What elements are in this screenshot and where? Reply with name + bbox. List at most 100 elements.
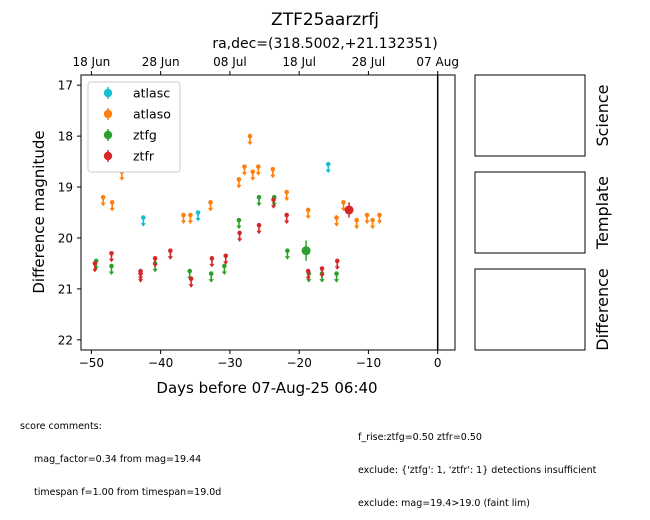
upper-limit-point	[168, 248, 173, 253]
upper-limit-arrow	[364, 220, 370, 225]
upper-limit-arrow	[284, 220, 290, 225]
upper-limit-arrow	[236, 184, 242, 189]
upper-limit-point	[256, 222, 262, 228]
legend-marker	[103, 109, 113, 119]
upper-limit-point	[341, 200, 346, 205]
series-ztfr	[92, 197, 354, 288]
legend-label: atlasc	[133, 86, 170, 101]
upper-limit-point	[222, 263, 227, 269]
upper-limit-arrow	[108, 271, 115, 275]
upper-limit-arrow	[241, 172, 248, 176]
legend: atlasc atlaso ztfg ztfr	[87, 81, 181, 173]
x-tick-label: −50	[79, 356, 104, 370]
series-atlaso	[100, 133, 383, 230]
upper-limit-arrow	[187, 220, 194, 225]
upper-limit-point	[100, 194, 106, 200]
detection-point	[301, 246, 311, 256]
chart-figure: ZTF25aarzrfj ra,dec=(318.5002,+21.132351…	[30, 10, 612, 397]
upper-limit-point	[138, 271, 143, 276]
upper-limit-point	[285, 248, 290, 253]
upper-limit-arrow	[207, 207, 214, 212]
score-comments-header: score comments:	[20, 421, 102, 432]
upper-limit-arrow	[209, 263, 215, 268]
upper-limit-arrow	[325, 169, 331, 174]
upper-limit-point	[188, 212, 193, 218]
upper-limit-arrow	[237, 238, 243, 242]
upper-limit-point	[325, 161, 331, 167]
upper-limit-point	[271, 197, 276, 203]
y-tick-label: 22	[58, 333, 73, 347]
x-tick-label: −20	[287, 356, 312, 370]
plot-area: −50 −40 −30 −20 −10 0 17 18 19 20 21 22 18 Jun 28 Jun…	[58, 55, 459, 370]
upper-limit-point	[209, 256, 215, 261]
upper-limit-arrow	[284, 256, 290, 260]
upper-limit-arrow	[256, 202, 262, 207]
upper-limit-point	[284, 189, 290, 195]
upper-limit-arrow	[180, 220, 187, 225]
upper-limit-point	[188, 276, 194, 282]
y-tick-label: 20	[58, 231, 73, 245]
legend-marker	[103, 130, 113, 140]
image-panel-label: Template	[593, 176, 612, 250]
upper-limit-arrow	[376, 220, 383, 225]
upper-limit-point	[305, 268, 311, 274]
upper-limit-point	[284, 212, 290, 218]
upper-limit-arrow	[284, 197, 290, 202]
upper-limit-arrow	[333, 223, 340, 227]
upper-limit-point	[250, 169, 256, 175]
score-comments: score comments: mag_factor=0.34 from mag…	[20, 399, 221, 509]
top-x-tick-label: 28 Jun	[142, 55, 180, 69]
image-panels: Science Template Difference	[474, 74, 612, 351]
upper-limit-arrow	[236, 225, 242, 230]
upper-limit-point	[370, 217, 375, 223]
upper-limit-arrow	[247, 141, 253, 146]
upper-limit-arrow	[119, 177, 125, 181]
upper-limit-point	[270, 166, 276, 172]
image-panel-template	[474, 171, 586, 254]
legend-label: ztfr	[133, 149, 155, 164]
upper-limit-arrow	[250, 177, 256, 181]
upper-limit-point	[92, 261, 98, 266]
upper-limit-arrow	[334, 266, 340, 270]
upper-limit-arrow	[270, 174, 276, 179]
upper-limit-arrow	[140, 223, 146, 227]
upper-limit-arrow	[221, 271, 227, 275]
upper-limit-arrow	[256, 230, 262, 235]
legend-box	[87, 81, 181, 173]
upper-limit-point	[364, 212, 370, 218]
upper-limit-point	[236, 177, 242, 182]
upper-limit-arrow	[100, 202, 106, 207]
score-comment-line: mag_factor=0.34 from mag=19.44	[34, 454, 202, 465]
upper-limit-point	[208, 200, 213, 205]
top-x-tick-label: 07 Aug	[416, 55, 459, 69]
top-x-tick-label: 18 Jun	[72, 55, 110, 69]
score-comment-line: timespan f=1.00 from timespan=19.0d	[34, 487, 222, 498]
upper-limit-point	[109, 263, 114, 269]
legend-marker	[103, 151, 113, 161]
x-tick-label: −30	[217, 356, 242, 370]
y-tick-label: 21	[58, 282, 73, 296]
detection-point	[344, 205, 354, 215]
y-tick-label: 18	[58, 130, 73, 144]
plot-frame	[80, 74, 456, 351]
image-panel-label: Difference	[593, 268, 612, 350]
series-atlasc	[140, 161, 331, 227]
x-tick-label: 0	[434, 356, 442, 370]
upper-limit-point	[187, 268, 193, 274]
upper-limit-arrow	[92, 268, 98, 273]
upper-limit-arrow	[223, 261, 229, 265]
upper-limit-point	[305, 207, 311, 213]
upper-limit-point	[152, 256, 158, 261]
upper-limit-arrow	[369, 225, 376, 230]
chart-subtitle: ra,dec=(318.5002,+21.132351)	[212, 36, 437, 52]
upper-limit-arrow	[306, 279, 312, 283]
upper-limit-arrow	[152, 263, 158, 268]
upper-limit-arrow	[270, 205, 277, 209]
upper-limit-point	[236, 217, 242, 223]
y-tick-label: 19	[58, 181, 73, 195]
upper-limit-arrow	[255, 172, 261, 176]
legend-marker	[103, 88, 113, 98]
upper-limit-arrow	[333, 279, 340, 283]
legend-label: atlaso	[133, 107, 171, 122]
upper-limit-arrow	[305, 276, 311, 281]
